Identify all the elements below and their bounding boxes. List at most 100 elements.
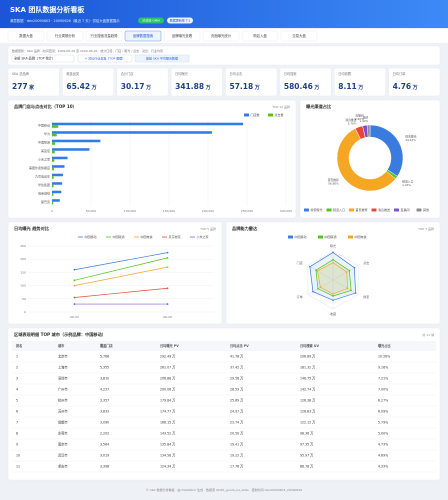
table-cell: 成都市 bbox=[58, 420, 68, 425]
y-tick-label: 星巴克 bbox=[41, 199, 50, 204]
kpi-unit: 万 bbox=[313, 84, 319, 91]
table-cell: 28.59 万 bbox=[230, 388, 243, 392]
tab[interactable] bbox=[7, 30, 45, 42]
table-cell: 206.88 万 bbox=[160, 377, 175, 381]
tab[interactable] bbox=[202, 30, 240, 42]
table-cell: 7.21% bbox=[378, 377, 388, 381]
tab[interactable] bbox=[85, 30, 123, 42]
filter-button-text[interactable]: + 对比行业基准（TOP 数据） bbox=[85, 56, 125, 61]
table-cell: 181.32 万 bbox=[300, 366, 315, 370]
tab-label[interactable]: 数据大盘 bbox=[19, 33, 33, 38]
radar-point bbox=[350, 289, 352, 292]
legend-swatch bbox=[304, 208, 309, 212]
kpi-value: 30.17 bbox=[121, 82, 145, 91]
column-header: 日均曝光 PV bbox=[160, 343, 179, 348]
table-cell: 10 bbox=[16, 454, 20, 458]
radar-axis-label: 点击 bbox=[363, 260, 369, 265]
y-tick-label: 250 bbox=[20, 244, 26, 248]
y-tick-label: 华住集团 bbox=[38, 182, 50, 187]
tab-label[interactable]: 行业搜索流量趋势 bbox=[90, 33, 118, 38]
table-cell: 19.41 万 bbox=[230, 443, 243, 447]
y-tick-label: 美团外卖旗舰店 bbox=[29, 165, 50, 170]
table-cell: 3,019 bbox=[100, 454, 109, 458]
tab[interactable] bbox=[46, 30, 84, 42]
table-cell: 5.79% bbox=[378, 421, 388, 425]
series-point bbox=[166, 256, 169, 259]
bar bbox=[52, 139, 101, 143]
table-cell: 29.56 万 bbox=[230, 377, 243, 381]
radar-point bbox=[315, 269, 317, 271]
radar-point bbox=[332, 261, 334, 264]
legend-label: 搜索曝光 bbox=[311, 207, 323, 212]
radar-point bbox=[312, 290, 314, 293]
badge-text: 已对接 OMN bbox=[142, 18, 159, 23]
series-line bbox=[74, 287, 168, 298]
tab-label[interactable]: 交易大盘 bbox=[292, 33, 306, 38]
table-cell: 19.22 万 bbox=[230, 454, 243, 458]
bar bbox=[52, 131, 212, 134]
table-cell: 重庆市 bbox=[58, 464, 68, 469]
tab[interactable] bbox=[241, 30, 279, 42]
bar bbox=[52, 201, 54, 205]
tab-label[interactable]: 购后入盘 bbox=[253, 33, 267, 38]
slice-value: 3.76% bbox=[348, 121, 357, 125]
radar-axis-label: 收藏 bbox=[330, 311, 336, 316]
series-point bbox=[166, 266, 169, 269]
bar bbox=[52, 167, 54, 171]
table-cell: 4 bbox=[16, 388, 18, 392]
table-cell: 98.36 万 bbox=[300, 432, 313, 436]
filter-button[interactable] bbox=[134, 54, 190, 63]
filter-button[interactable] bbox=[77, 54, 133, 63]
filter-info: 数据更新：SKA 品牌 · 时间范围：2009-06-20 至 2009-06-… bbox=[12, 48, 163, 53]
tab-label[interactable]: 品牌数据搜索 bbox=[133, 33, 154, 38]
legend-label: 点击量 bbox=[275, 112, 284, 117]
radar-point bbox=[332, 299, 334, 302]
tab[interactable] bbox=[280, 30, 318, 42]
tab[interactable] bbox=[124, 30, 162, 42]
tab-label[interactable]: 行业周期分析 bbox=[55, 33, 76, 38]
column-header: 排名 bbox=[16, 343, 22, 348]
series-line bbox=[74, 266, 168, 286]
tab-label[interactable]: 品牌曝光查看 bbox=[172, 33, 193, 38]
legend-label: 消息推送 bbox=[378, 207, 390, 212]
table-cell: 179.84 万 bbox=[160, 399, 175, 403]
slice-label: 搜索曝光 bbox=[405, 134, 416, 138]
legend-label: 中国联通 bbox=[325, 234, 337, 239]
radar-point bbox=[319, 286, 322, 289]
chart-card bbox=[7, 99, 297, 219]
radar-axis-label: 订单 bbox=[297, 294, 303, 299]
kpi-unit: 万 bbox=[357, 84, 363, 91]
table-cell: 37.42 万 bbox=[230, 366, 243, 370]
table-cell: 杭州市 bbox=[58, 398, 68, 403]
table-cell: 3 bbox=[16, 377, 18, 381]
select[interactable] bbox=[11, 54, 75, 63]
tab[interactable] bbox=[163, 30, 201, 42]
legend-label: 中国移动 bbox=[295, 234, 307, 239]
chart-title: 曝光渠道占比 bbox=[306, 103, 332, 110]
y-tick-label: 100 bbox=[20, 284, 26, 288]
table-cell: 南京市 bbox=[58, 442, 68, 447]
kpi-label: 日均搜索 bbox=[284, 71, 297, 76]
table-cell: 174.77 万 bbox=[160, 410, 175, 414]
radar-point bbox=[346, 287, 349, 290]
legend-label: 中国电信 bbox=[355, 234, 367, 239]
y-tick-label: 中国移动 bbox=[38, 122, 50, 127]
table-cell: 122.12 万 bbox=[300, 421, 315, 425]
legend-swatch bbox=[318, 235, 323, 239]
series-line bbox=[74, 252, 168, 271]
kpi-label: 日均收藏 bbox=[338, 71, 352, 76]
table-cell: 134.58 万 bbox=[160, 454, 175, 458]
bar bbox=[52, 165, 65, 168]
tab-label[interactable]: 页面曝光统计 bbox=[211, 33, 232, 38]
radar-point bbox=[317, 287, 319, 290]
select-text[interactable]: 全部 SKA 品牌（TOP 统计） bbox=[14, 56, 55, 61]
table-cell: 7 bbox=[16, 421, 18, 425]
filter-button-text[interactable]: 提前 SKU 平均曝光数据 bbox=[146, 56, 178, 61]
footer: © SKA 数据分析看板 · 由 DataWork 生成 · 数据源 ODPS_… bbox=[146, 487, 302, 492]
series-point bbox=[73, 279, 76, 282]
table-cell: 4,237 bbox=[100, 388, 109, 392]
x-tick-label: 200,000 bbox=[202, 209, 214, 213]
kpi-label: 覆盖品类 bbox=[66, 71, 80, 76]
table-cell: 10.26% bbox=[378, 355, 390, 359]
